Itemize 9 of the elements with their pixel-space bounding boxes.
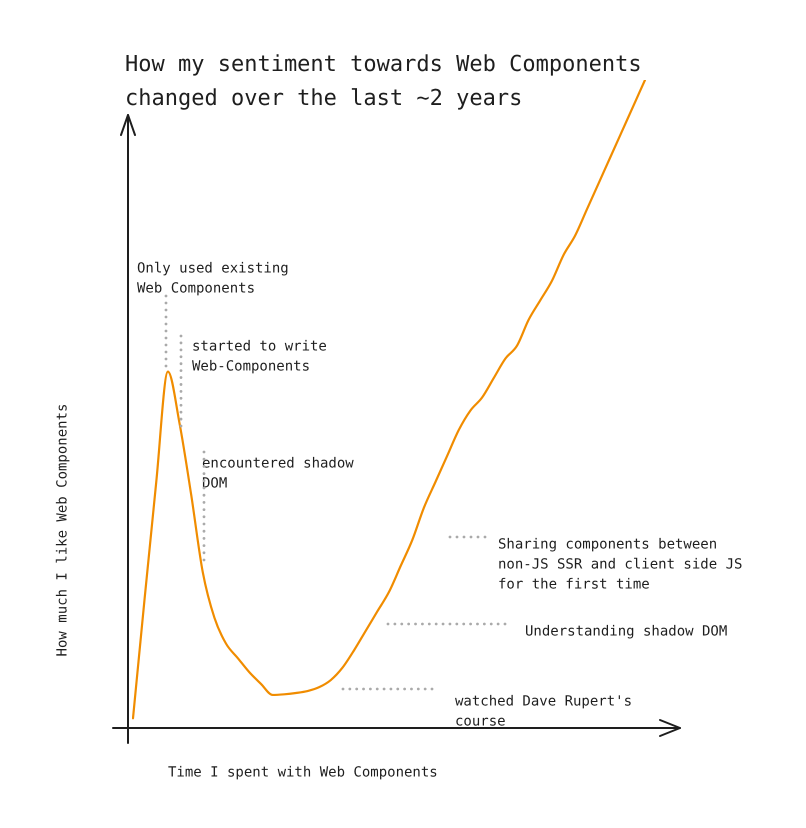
x-axis-title: Time I spent with Web Components (168, 764, 438, 781)
annotation: Sharing components between non-JS SSR and client side JS for the first time (498, 536, 742, 593)
annotation: Understanding shadow DOM (525, 624, 728, 640)
annotation: Only used existing Web Components (137, 260, 289, 297)
annotation: encountered shadow DOM (202, 456, 354, 492)
y-axis-title: How much I like Web Components (54, 404, 71, 656)
chart-title: How my sentiment towards Web Components changed over the last ~2 years (125, 51, 643, 113)
annotation: started to write Web-Components (192, 338, 327, 375)
annotation: watched Dave Rupert's course (455, 694, 632, 730)
